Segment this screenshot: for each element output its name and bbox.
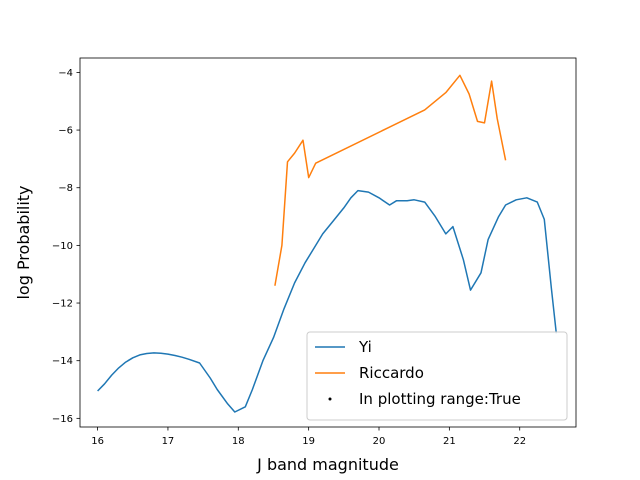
series-line-yi (97, 189, 558, 413)
x-tick-label: 21 (443, 436, 456, 447)
series-layer (97, 74, 558, 413)
y-axis: −16 −14 −12 −10 −8 −6 −4 (52, 68, 80, 425)
y-tick-label: −14 (52, 356, 73, 367)
y-tick-label: −8 (58, 183, 73, 194)
y-tick-label: −6 (58, 126, 73, 137)
x-axis-label: J band magnitude (256, 455, 399, 474)
y-tick-label: −10 (52, 241, 73, 252)
x-tick-label: 19 (302, 436, 315, 447)
x-tick-label: 17 (162, 436, 175, 447)
legend: Yi Riccardo In plotting range:True (306, 331, 568, 421)
x-axis: 16 17 18 19 20 21 22 (91, 427, 526, 447)
legend-label: Riccardo (359, 364, 424, 382)
y-axis-label: log Probability (14, 185, 33, 299)
axes-frame (79, 57, 577, 428)
y-tick-label: −16 (52, 414, 73, 425)
y-tick-label: −12 (52, 299, 73, 310)
x-tick-label: 16 (91, 436, 104, 447)
x-tick-label: 18 (232, 436, 245, 447)
legend-box (306, 331, 568, 421)
x-tick-label: 20 (373, 436, 386, 447)
legend-label: Yi (358, 338, 372, 356)
x-tick-label: 22 (513, 436, 526, 447)
legend-point-icon (328, 397, 332, 401)
series-line-riccardo (274, 74, 507, 286)
legend-label: In plotting range:True (359, 390, 521, 408)
y-tick-label: −4 (58, 68, 73, 79)
